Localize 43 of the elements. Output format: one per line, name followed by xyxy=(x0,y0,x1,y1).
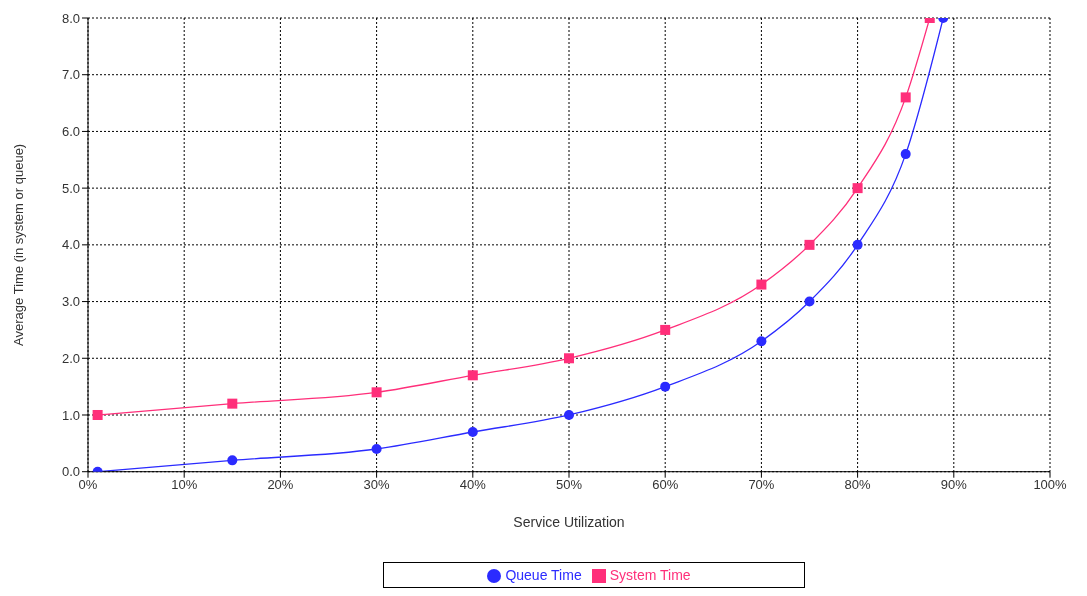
x-tick-label: 10% xyxy=(171,476,198,492)
y-tick-label: 2.0 xyxy=(61,350,80,366)
y-tick-label: 6.0 xyxy=(61,124,80,140)
legend-label: System Time xyxy=(609,566,691,583)
point xyxy=(756,279,767,290)
x-tick-label: 100% xyxy=(1033,476,1068,492)
x-tick-label: 30% xyxy=(363,476,391,492)
x-axis-title: Service Utilization xyxy=(513,513,625,530)
y-tick-label: 5.0 xyxy=(61,180,80,196)
point xyxy=(467,427,478,437)
point xyxy=(852,239,863,250)
point xyxy=(900,149,911,160)
x-tick-label: 90% xyxy=(940,476,968,492)
point xyxy=(804,296,815,307)
point xyxy=(371,387,382,398)
point xyxy=(227,455,238,466)
point xyxy=(804,239,815,250)
point xyxy=(227,398,238,409)
y-tick-label: 0.0 xyxy=(61,464,80,480)
point xyxy=(564,353,574,364)
point xyxy=(756,336,767,347)
x-tick-label: 50% xyxy=(555,476,583,492)
y-tick-label: 3.0 xyxy=(61,294,80,310)
point xyxy=(371,444,382,455)
y-tick-label: 8.0 xyxy=(61,10,80,26)
x-tick-label: 70% xyxy=(748,476,775,492)
y-tick-label: 1.0 xyxy=(61,407,80,423)
x-tick-label: 0% xyxy=(78,476,98,492)
y-tick-label: 7.0 xyxy=(61,67,80,83)
x-tick-label: 40% xyxy=(459,476,487,492)
point xyxy=(92,409,103,420)
point xyxy=(660,381,671,392)
y-tick-label: 4.0 xyxy=(61,237,80,253)
y-axis-title: Average Time (in system or queue) xyxy=(10,143,26,346)
legend-label: Queue Time xyxy=(505,566,582,583)
x-tick-label: 20% xyxy=(267,476,294,492)
point xyxy=(564,409,574,420)
point xyxy=(852,183,863,194)
x-tick-label: 80% xyxy=(844,476,872,492)
point xyxy=(467,370,478,381)
point xyxy=(900,92,911,103)
x-tick-label: 60% xyxy=(652,476,679,492)
point xyxy=(660,324,671,335)
